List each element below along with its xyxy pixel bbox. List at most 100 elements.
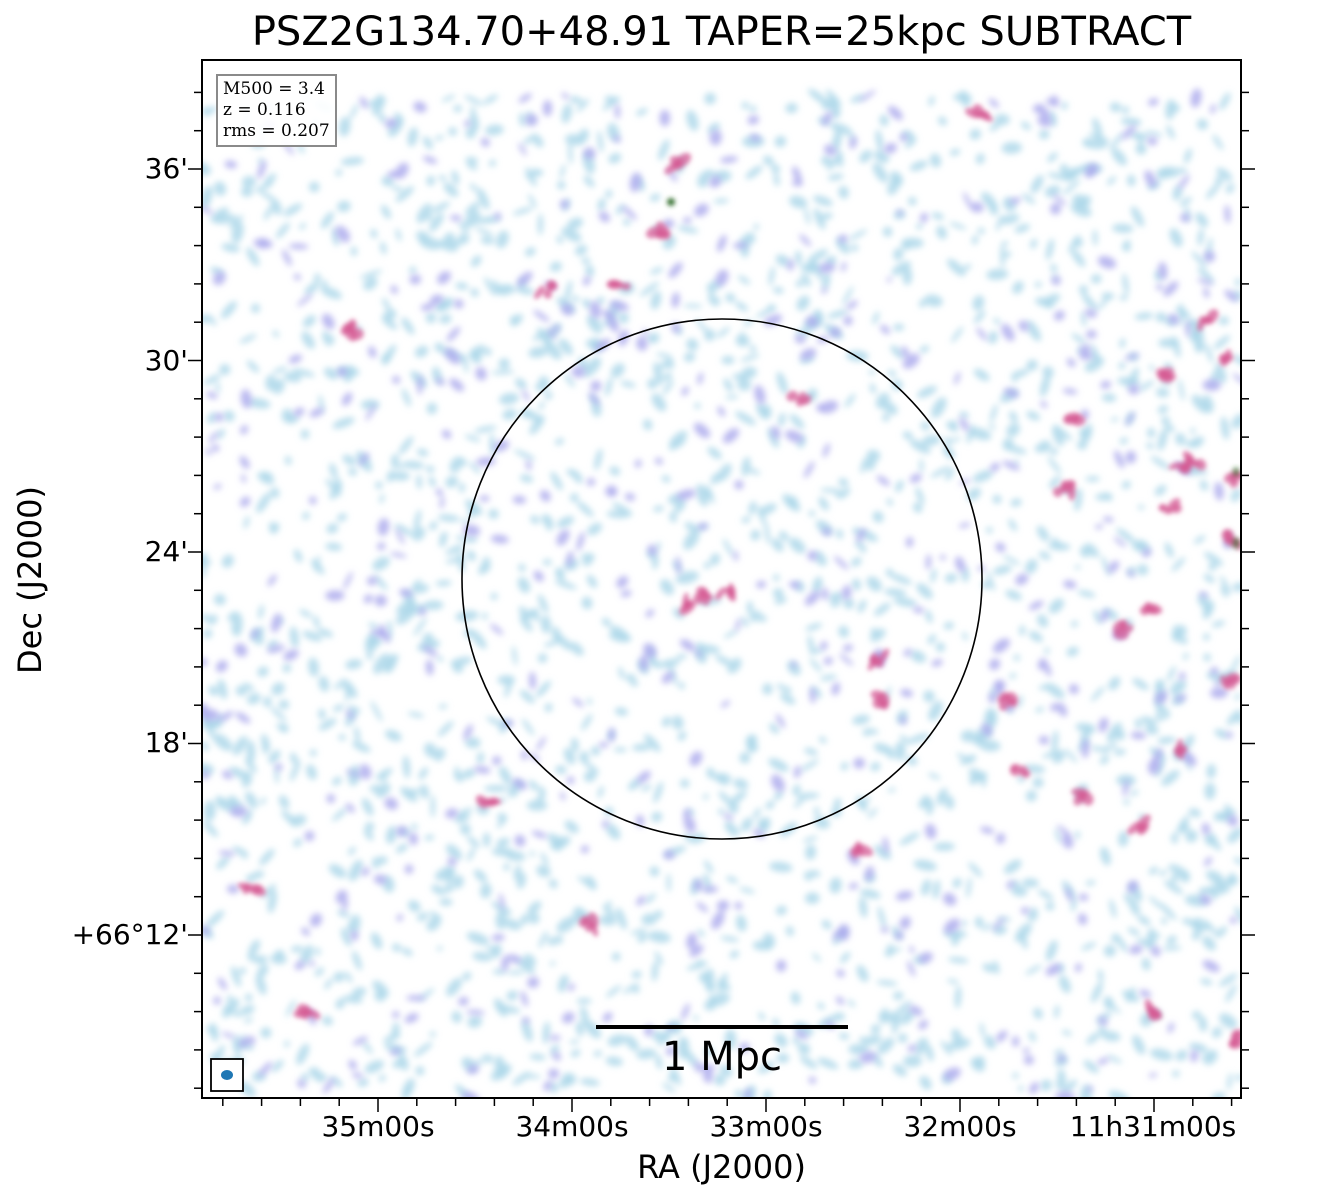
- emission-blob: [202, 770, 210, 780]
- emission-blob: [679, 600, 696, 616]
- emission-blob: [1191, 932, 1200, 941]
- emission-blob: [1107, 560, 1120, 573]
- emission-blob: [1018, 1085, 1024, 1093]
- emission-blob: [982, 923, 993, 932]
- emission-blob: [899, 133, 908, 142]
- emission-blob: [315, 947, 321, 956]
- emission-blob: [417, 375, 423, 395]
- emission-blob: [1206, 309, 1219, 323]
- emission-blob: [1109, 102, 1122, 113]
- emission-blob: [986, 526, 993, 534]
- emission-blob: [564, 373, 575, 388]
- emission-blob: [530, 515, 540, 524]
- emission-blob: [372, 94, 385, 116]
- emission-blob: [334, 681, 342, 690]
- emission-blob: [1231, 1029, 1241, 1042]
- emission-blob: [675, 571, 699, 584]
- emission-blob: [1030, 238, 1038, 249]
- emission-blob: [841, 261, 847, 272]
- emission-blob: [613, 747, 627, 753]
- emission-blob: [995, 679, 1003, 699]
- emission-blob: [241, 771, 253, 788]
- emission-blob: [345, 685, 351, 702]
- emission-blob: [525, 114, 538, 126]
- emission-blob: [907, 960, 916, 977]
- emission-blob: [1174, 694, 1187, 703]
- emission-blob: [1009, 411, 1018, 423]
- emission-blob: [785, 926, 794, 937]
- emission-blob: [1090, 274, 1102, 284]
- emission-blob: [647, 930, 671, 943]
- emission-blob: [925, 609, 933, 624]
- emission-blob: [729, 950, 740, 959]
- emission-blob: [848, 882, 859, 890]
- emission-blob: [202, 106, 218, 114]
- emission-blob: [915, 487, 925, 505]
- emission-blob: [803, 461, 815, 479]
- emission-blob: [1074, 488, 1083, 512]
- emission-blob: [1202, 601, 1215, 620]
- emission-blob: [1061, 1030, 1072, 1036]
- emission-blob: [852, 714, 870, 725]
- emission-blob: [958, 522, 971, 528]
- emission-blob: [476, 751, 485, 765]
- emission-blob: [1081, 292, 1098, 311]
- emission-blob: [767, 427, 779, 449]
- emission-blob: [437, 271, 451, 285]
- emission-blob: [213, 214, 237, 224]
- emission-blob: [293, 273, 301, 281]
- emission-blob: [1079, 354, 1094, 360]
- emission-blob: [1218, 316, 1229, 326]
- emission-blob: [483, 94, 499, 105]
- emission-blob: [206, 391, 218, 399]
- emission-blob: [629, 172, 642, 193]
- emission-blob: [495, 910, 508, 930]
- emission-blob: [1215, 176, 1224, 185]
- emission-blob: [556, 529, 570, 546]
- emission-blob: [1053, 310, 1065, 321]
- emission-blob: [290, 945, 304, 953]
- emission-blob: [352, 950, 362, 971]
- emission-blob: [903, 1055, 923, 1068]
- emission-blob: [924, 294, 943, 307]
- emission-blob: [912, 606, 925, 614]
- emission-blob: [1072, 237, 1083, 248]
- emission-blob: [853, 757, 865, 769]
- emission-blob: [989, 121, 1001, 132]
- emission-blob: [203, 628, 213, 639]
- emission-blob: [222, 770, 233, 780]
- axis-ticks: [188, 91, 1255, 1112]
- emission-blob: [385, 654, 399, 672]
- emission-blob: [893, 597, 917, 607]
- emission-blob: [1137, 380, 1155, 392]
- emission-blob: [933, 842, 955, 851]
- emission-blob: [1101, 393, 1117, 403]
- emission-blob: [1017, 695, 1023, 708]
- emission-blob: [801, 273, 811, 287]
- emission-blob: [709, 175, 722, 188]
- emission-blob: [255, 974, 267, 995]
- emission-blob: [1159, 504, 1172, 515]
- emission-blob: [569, 493, 579, 502]
- emission-blob: [893, 323, 905, 331]
- emission-blob: [954, 985, 962, 1009]
- emission-blob: [581, 713, 593, 731]
- emission-blob: [1010, 764, 1018, 773]
- emission-blob: [1080, 545, 1090, 558]
- emission-blob: [1158, 869, 1168, 876]
- emission-blob: [263, 696, 272, 708]
- emission-blob: [431, 884, 446, 896]
- emission-blob: [668, 262, 683, 279]
- emission-blob: [872, 311, 880, 325]
- emission-blob: [1174, 625, 1187, 637]
- emission-blob: [223, 410, 235, 422]
- emission-blob: [745, 165, 763, 180]
- emission-blob: [821, 287, 828, 294]
- emission-blob: [897, 1033, 908, 1043]
- emission-blob: [606, 314, 619, 333]
- emission-blob: [218, 850, 236, 856]
- emission-blob: [1161, 416, 1170, 426]
- emission-blob: [697, 522, 708, 530]
- emission-blob: [1170, 679, 1187, 696]
- emission-blob: [635, 814, 645, 828]
